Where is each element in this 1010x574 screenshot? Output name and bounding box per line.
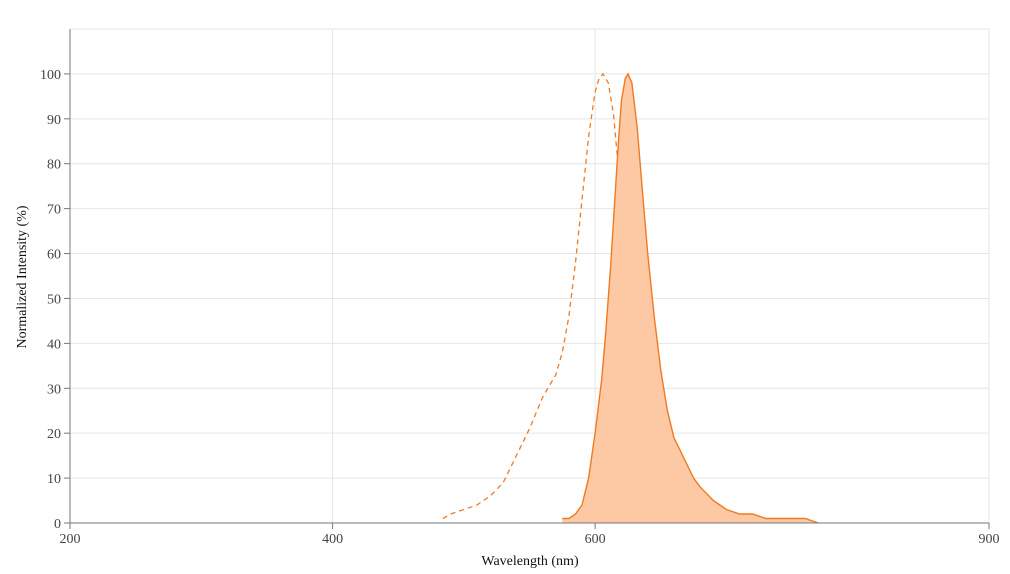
y-axis-label: Normalized Intensity (%) <box>15 205 30 348</box>
x-tick-label: 400 <box>322 532 343 547</box>
y-tick-label: 100 <box>40 68 61 83</box>
y-tick-label: 70 <box>47 203 61 218</box>
y-tick-label: 50 <box>47 292 61 307</box>
y-tick-label: 60 <box>47 248 61 263</box>
y-tick-label: 10 <box>47 472 61 487</box>
emission-line <box>562 72 819 524</box>
x-tick-label: 600 <box>585 532 606 547</box>
series-layer <box>442 72 819 524</box>
y-tick-label: 30 <box>47 382 61 397</box>
axes: 0 10 20 30 40 50 60 70 80 90 100 200 400 600 900 <box>40 29 1000 547</box>
y-tick-label: 90 <box>47 113 61 128</box>
y-tick-label: 40 <box>47 337 61 352</box>
x-tick-label: 200 <box>60 532 81 547</box>
emission-area-fill <box>562 73 819 524</box>
y-tick-label: 20 <box>47 427 61 442</box>
grid <box>70 28 990 523</box>
y-tick-label: 80 <box>47 158 61 173</box>
y-tick-label: 0 <box>54 517 61 532</box>
x-axis-label: Wavelength (nm) <box>481 554 579 569</box>
x-tick-label: 900 <box>979 532 1000 547</box>
